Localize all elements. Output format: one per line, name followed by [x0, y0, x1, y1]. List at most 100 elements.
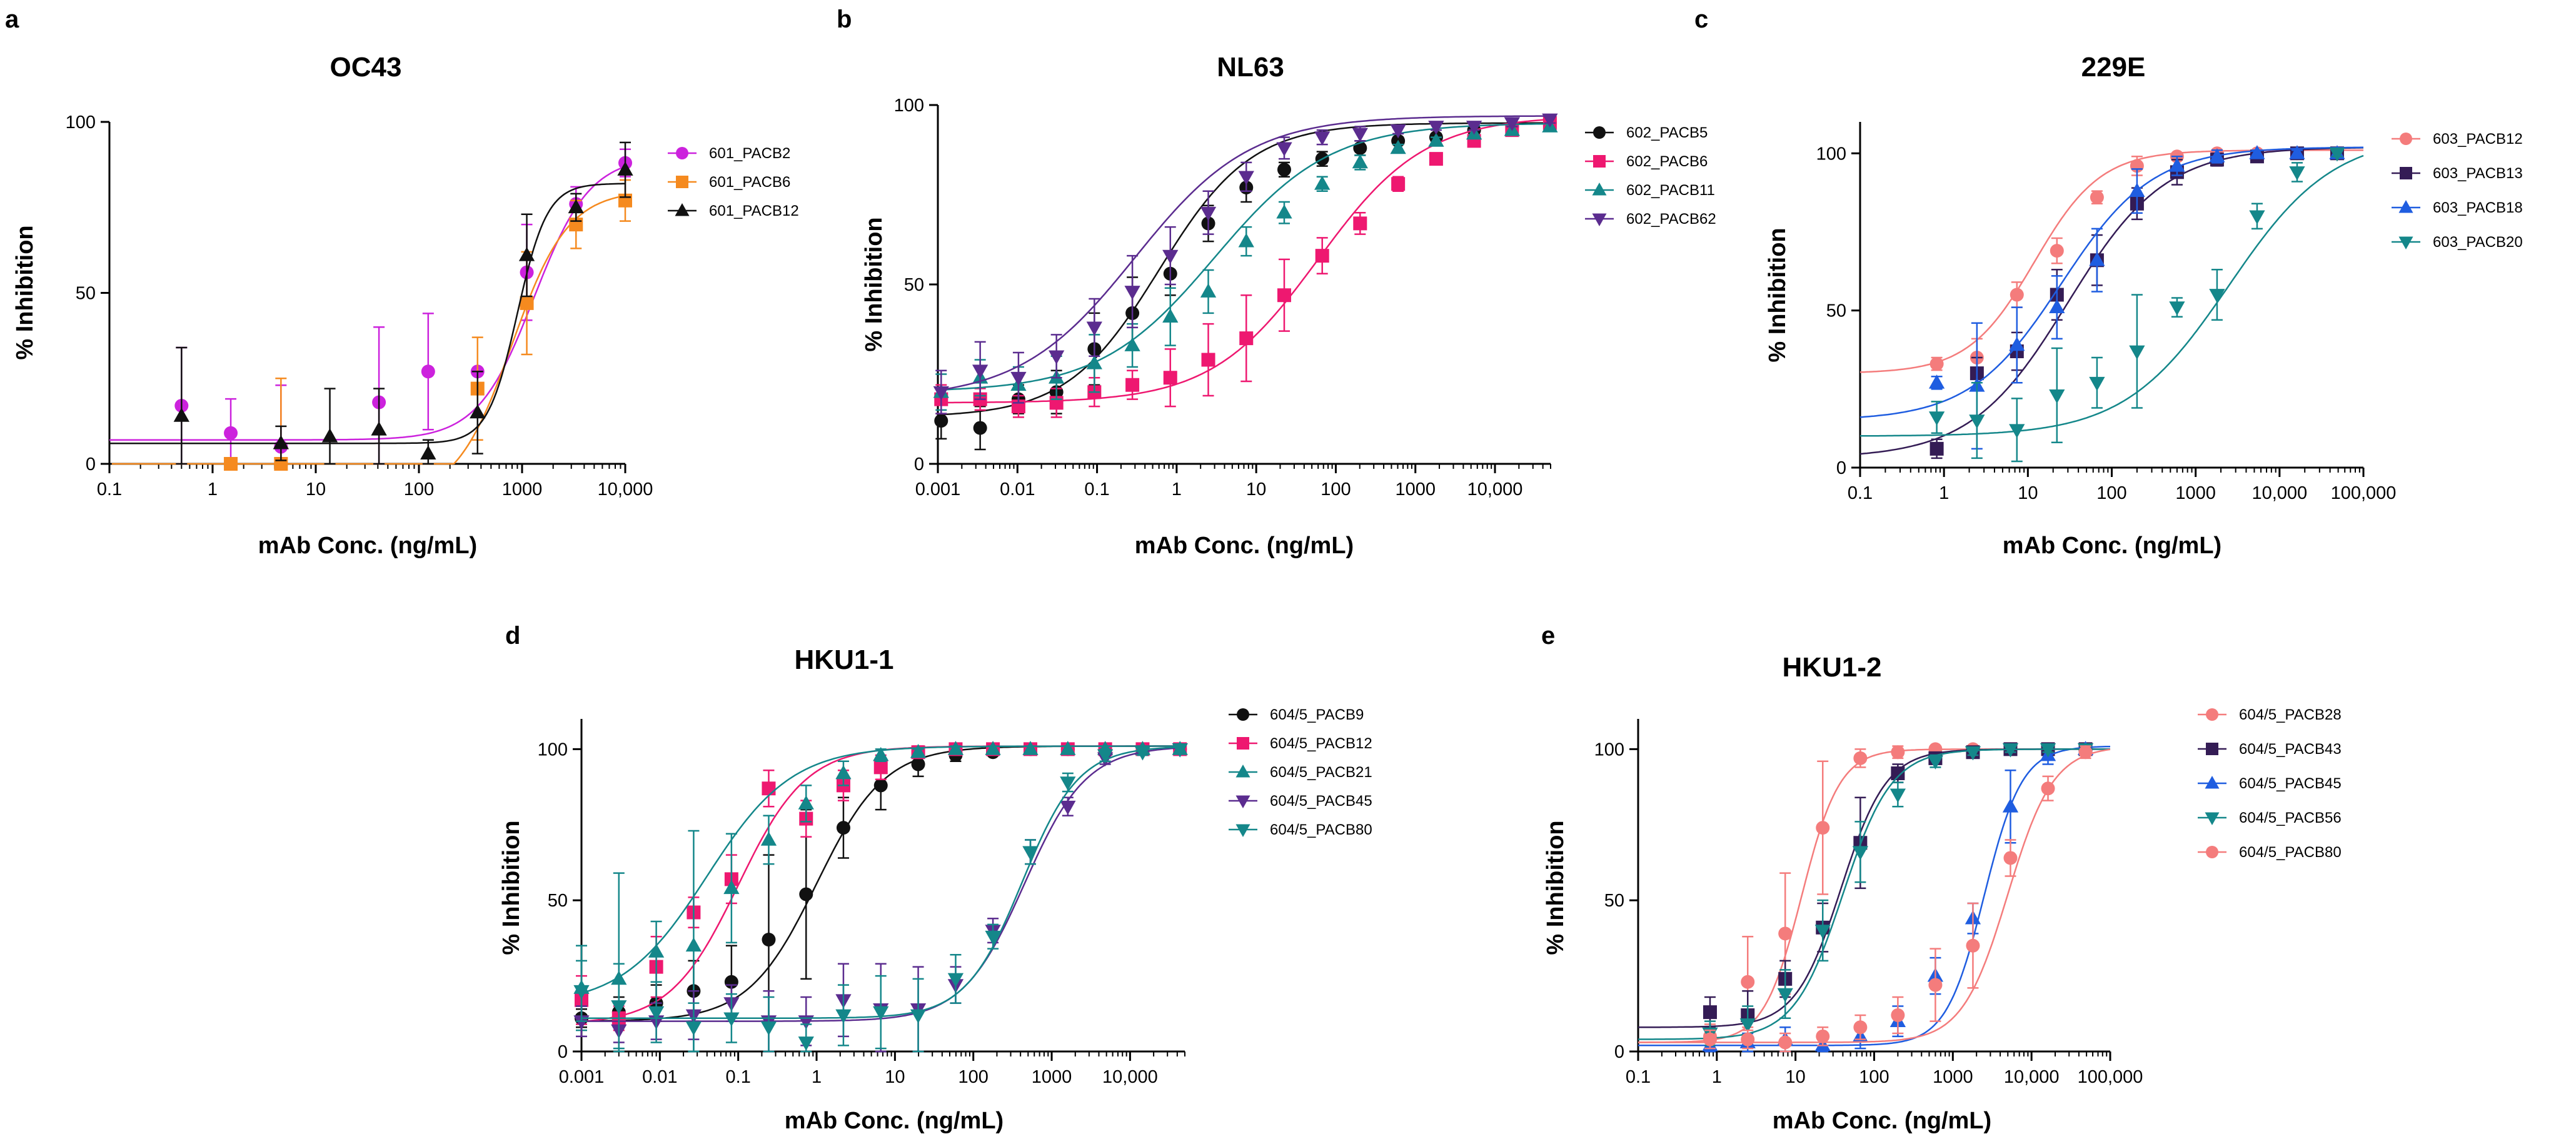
- series-604/5_PACB56: [1638, 743, 2110, 1046]
- y-tick-label: 50: [1604, 891, 1624, 911]
- series-601_PACB2: [109, 148, 632, 465]
- data-point: [873, 1006, 889, 1021]
- data-point: [1741, 1032, 1755, 1046]
- data-point: [2049, 389, 2065, 404]
- legend-marker: [1592, 183, 1607, 196]
- data-point: [1429, 152, 1443, 166]
- series-604/5_PACB43: [1638, 742, 2110, 1040]
- fit-curve: [581, 745, 1185, 994]
- legend-label: 604/5_PACB28: [2239, 706, 2342, 723]
- legend-label: 604/5_PACB9: [1270, 706, 1364, 723]
- data-point: [1277, 163, 1291, 177]
- fit-curve: [1859, 149, 2363, 373]
- data-point: [1969, 414, 1985, 429]
- data-point: [2078, 745, 2093, 760]
- data-point: [648, 1006, 665, 1021]
- data-point: [1741, 975, 1755, 989]
- y-tick-label: 0: [558, 1042, 568, 1062]
- fit-curve: [109, 183, 625, 444]
- data-point: [1928, 978, 1943, 992]
- data-point: [2090, 190, 2104, 204]
- legend-label: 604/5_PACB45: [2239, 775, 2342, 792]
- legend-marker: [1593, 126, 1606, 139]
- data-point: [798, 1015, 814, 1030]
- legend-label: 603_PACB12: [2433, 131, 2523, 148]
- legend-label: 601_PACB2: [709, 145, 790, 162]
- data-point: [1928, 374, 1945, 389]
- data-point: [1124, 286, 1140, 300]
- data-point: [760, 1021, 777, 1036]
- data-point: [1010, 371, 1027, 386]
- legend-item: 604/5_PACB12: [1229, 735, 1372, 752]
- data-point: [836, 821, 850, 835]
- legend-marker: [2206, 846, 2218, 858]
- series-604/5_PACB80: [1638, 745, 2111, 1053]
- fit-curve: [1638, 748, 2110, 1040]
- data-point: [2040, 743, 2056, 758]
- data-point: [2249, 145, 2265, 159]
- legend-marker: [2400, 167, 2412, 179]
- y-tick-label: 50: [76, 284, 96, 304]
- legend-marker: [1235, 824, 1250, 837]
- data-point: [798, 795, 814, 810]
- legend-label: 603_PACB13: [2433, 165, 2523, 182]
- x-tick-label: 100: [958, 1067, 989, 1087]
- legend-label: 601_PACB6: [709, 174, 790, 191]
- legend-item: 602_PACB62: [1585, 211, 1716, 228]
- data-point: [1315, 249, 1329, 263]
- data-point: [1504, 117, 1521, 131]
- data-point: [2129, 345, 2145, 360]
- legend-marker: [1593, 155, 1606, 168]
- series-601_PACB6: [111, 179, 632, 471]
- data-point: [1162, 249, 1179, 264]
- fit-curve: [1859, 146, 2363, 418]
- data-point: [1891, 1008, 1905, 1022]
- data-point: [1814, 925, 1831, 939]
- legend-marker: [1237, 708, 1249, 721]
- legend-label: 603_PACB20: [2433, 234, 2523, 251]
- chart-title: 229E: [2081, 52, 2146, 83]
- legend-marker: [1592, 213, 1607, 226]
- panel-letter: b: [837, 6, 852, 33]
- data-point: [1853, 751, 1868, 765]
- fit-curve: [1638, 748, 2110, 1028]
- data-point: [371, 421, 387, 436]
- data-point: [835, 1009, 852, 1024]
- legend-item: 604/5_PACB80: [1229, 821, 1372, 838]
- data-point: [518, 247, 535, 261]
- legend-marker: [676, 176, 688, 188]
- data-point: [947, 973, 964, 988]
- data-point: [2009, 424, 2025, 438]
- data-point: [910, 744, 927, 758]
- x-tick-label: 1000: [1933, 1067, 1973, 1087]
- data-point: [2041, 781, 2055, 796]
- data-point: [1853, 1020, 1868, 1035]
- legend-label: 602_PACB6: [1626, 153, 1708, 170]
- legend-label: 603_PACB18: [2433, 199, 2523, 216]
- x-tick-label: 100: [404, 479, 434, 499]
- data-point: [2089, 252, 2105, 266]
- data-point: [873, 746, 889, 761]
- data-point: [685, 937, 702, 952]
- legend-item: 601_PACB12: [668, 203, 799, 219]
- data-point: [1816, 1029, 1830, 1043]
- data-point: [173, 408, 189, 422]
- data-point: [1390, 124, 1406, 139]
- data-point: [723, 880, 740, 895]
- data-point: [2010, 288, 2024, 302]
- fit-curve: [937, 115, 1551, 391]
- data-point: [1022, 846, 1039, 860]
- x-tick-label: 10,000: [2251, 483, 2307, 503]
- legend-marker: [1235, 765, 1250, 778]
- x-axis-label: mAb Conc. (ng/mL): [258, 533, 477, 559]
- x-tick-label: 0.001: [559, 1067, 605, 1087]
- y-tick-label: 50: [548, 891, 568, 911]
- data-point: [985, 741, 1001, 755]
- x-axis-label: mAb Conc. (ng/mL): [1135, 533, 1354, 559]
- data-point: [1238, 233, 1254, 248]
- fit-curve: [581, 746, 1185, 1022]
- x-tick-label: 0.1: [1084, 479, 1109, 499]
- x-tick-label: 100: [1859, 1067, 1889, 1087]
- x-tick-label: 10: [2018, 483, 2038, 503]
